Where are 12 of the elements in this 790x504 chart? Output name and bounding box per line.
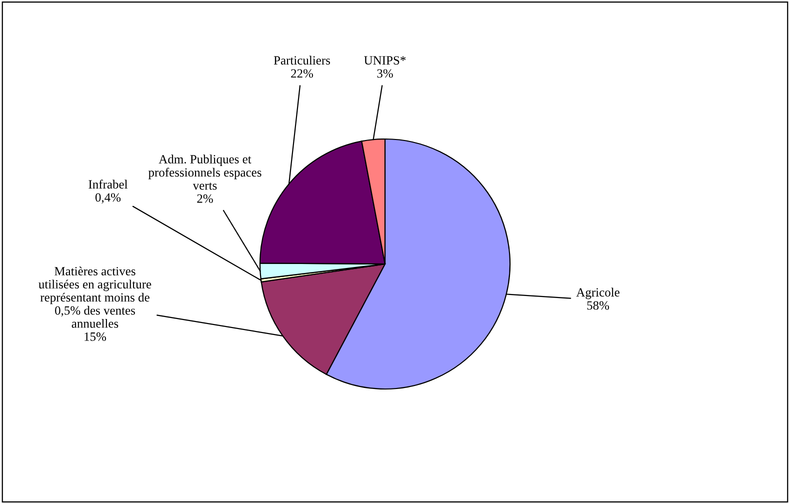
slice-label: UNIPS* [364,56,406,65]
slice-label: Infrabel [88,180,128,189]
data-label: 58% [587,301,610,310]
data-label: 22% [291,69,314,78]
slice-label: Adm. Publiques et professionnels espaces verts [148,154,262,190]
slice-label: Agricole [576,288,620,300]
slice-label: Particuliers [274,56,330,65]
data-label: 15% [84,332,106,341]
data-label: 0,4% [95,193,121,204]
data-label: 2% [197,194,213,203]
data-label: 3% [377,69,393,78]
slice-label: Matières actives utilisées en agriculture représentant moins de 0,5% des ventes annuelles [38,266,152,328]
